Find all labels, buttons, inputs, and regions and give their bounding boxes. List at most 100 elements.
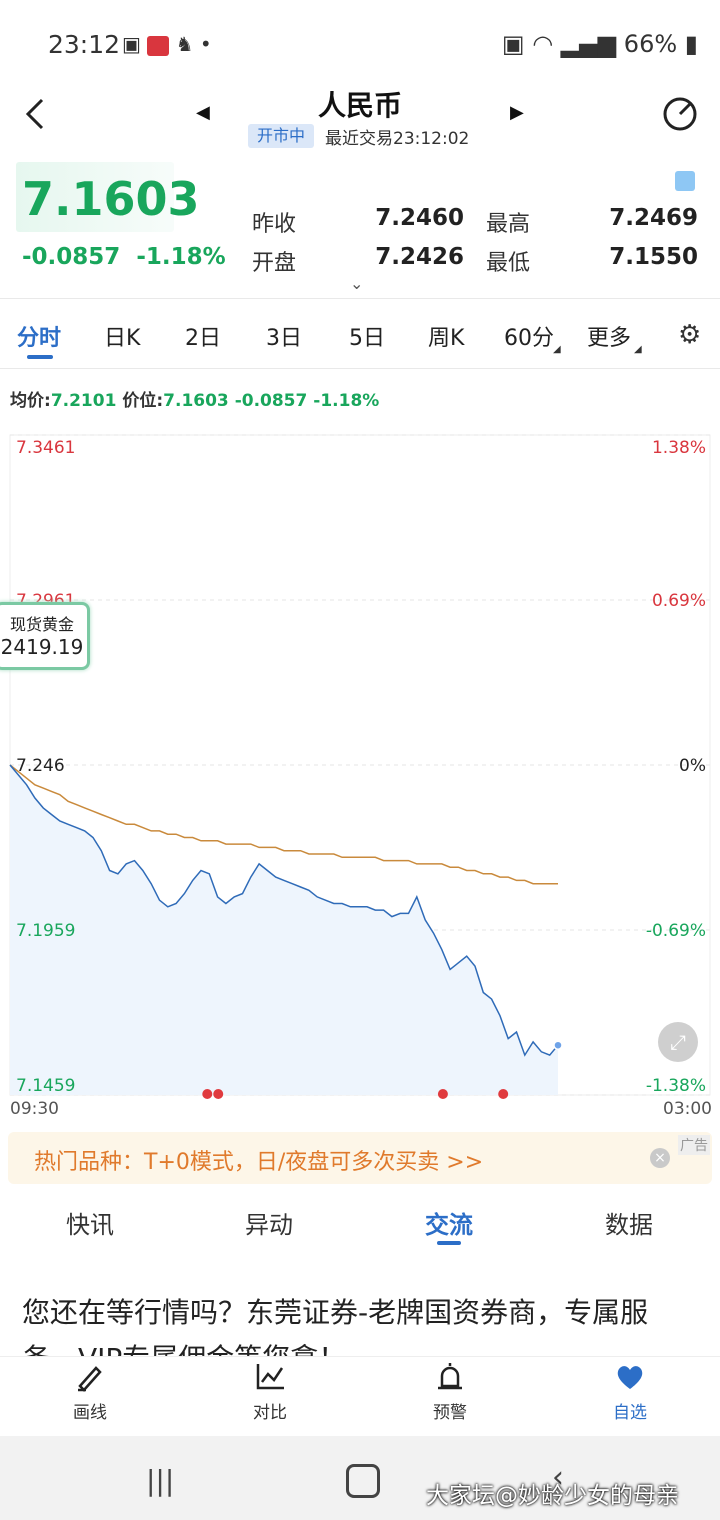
chart-mode-icon[interactable]	[675, 171, 695, 191]
gold-label: 现货黄金	[9, 615, 74, 634]
gold-widget[interactable]: 现货黄金 2419.19	[0, 602, 90, 670]
market-status-badge: 开市中	[248, 124, 314, 148]
price-label: 价位:	[122, 391, 164, 411]
prev-close-value: 7.2460	[375, 205, 464, 231]
pct-tick-label: -0.69%	[646, 921, 706, 941]
toolbar-label: 对比	[253, 1403, 287, 1423]
price-tick-label: 7.1959	[16, 921, 75, 941]
high-label: 最高	[486, 212, 531, 237]
status-bar: 23:12 ▣ ♞ • ▣ ◠ ▂▄▆ 66% ▮	[0, 0, 720, 92]
change-percent: -1.18%	[136, 244, 226, 270]
compare-chart-icon	[256, 1364, 284, 1390]
tab-2day[interactable]: 2日	[185, 326, 221, 351]
price-tick-label: 7.246	[16, 756, 65, 776]
event-marker	[498, 1089, 509, 1099]
pct-tick-label: 1.38%	[652, 438, 706, 458]
tab-60min[interactable]: 60分	[504, 326, 554, 351]
intraday-chart[interactable]: 7.3461 1.38%7.2961 0.69%7.246 0%7.1959 -0.69…	[0, 420, 720, 1120]
price-change: -0.0857 -1.18%	[22, 244, 226, 270]
price-value: 7.1603	[163, 391, 229, 411]
dot-icon: •	[199, 32, 212, 56]
price-tick-label: 7.3461	[16, 438, 75, 458]
status-right: ▣ ◠ ▂▄▆ 66% ▮	[502, 30, 698, 58]
last-price-dot	[553, 1040, 563, 1050]
alarm-icon	[438, 1363, 462, 1390]
change-value: -0.0857	[22, 244, 121, 270]
avg-label: 均价:	[10, 391, 51, 411]
app-icon	[147, 35, 170, 56]
pen-icon	[78, 1366, 102, 1392]
battery-saver-icon: ▣	[501, 30, 525, 58]
tab-news[interactable]: 快讯	[66, 1211, 114, 1239]
toolbar-label: 画线	[73, 1403, 107, 1423]
compare-button[interactable]: 对比	[230, 1362, 310, 1423]
pct-tick-label: 0.69%	[652, 591, 706, 611]
tab-movement[interactable]: 异动	[245, 1211, 293, 1239]
heart-icon	[617, 1366, 643, 1389]
gold-value: 2419.19	[0, 635, 84, 659]
low-value: 7.1550	[609, 244, 698, 270]
prev-close-label: 昨收	[252, 212, 297, 237]
current-price: 7.1603	[22, 172, 200, 226]
home-icon[interactable]	[346, 1464, 380, 1498]
status-time: 23:12	[48, 30, 121, 59]
price-highlight	[16, 162, 174, 232]
pct-tick-label: 0%	[679, 756, 706, 776]
back-icon[interactable]	[22, 96, 52, 132]
high-value: 7.2469	[609, 205, 698, 231]
favorite-button[interactable]: 自选	[590, 1362, 670, 1423]
ad-banner[interactable]	[8, 1132, 712, 1184]
time-start-label: 09:30	[10, 1099, 59, 1119]
tab-fenshi[interactable]: 分时	[17, 326, 62, 351]
settings-icon[interactable]: ⚙	[678, 320, 702, 350]
tab-data[interactable]: 数据	[605, 1211, 653, 1239]
expand-chevron-icon[interactable]: ⌄	[350, 274, 364, 293]
battery-icon: ▮	[684, 30, 698, 58]
prev-instrument-icon[interactable]: ◀	[196, 102, 210, 123]
open-value: 7.2426	[375, 244, 464, 270]
watermark: 大家坛@妙龄少女的母亲	[426, 1483, 679, 1509]
last-trade-time: 最近交易23:12:02	[325, 129, 470, 149]
event-marker	[213, 1089, 224, 1099]
tab-daily-k[interactable]: 日K	[104, 326, 141, 351]
battery-percent: 66%	[623, 30, 678, 58]
back-nav-icon[interactable]: ‹	[552, 1460, 564, 1495]
notification-icons: ▣ ♞ •	[122, 32, 212, 56]
fullscreen-icon[interactable]: ⤢	[658, 1022, 698, 1062]
pct-tick-label: -1.38%	[646, 1076, 706, 1096]
avg-bar-change-pct: -1.18%	[313, 391, 380, 411]
page-title: 人民币	[317, 89, 402, 122]
price-line	[9, 764, 559, 1057]
draw-line-button[interactable]: 画线	[50, 1362, 130, 1423]
signal-icon: ▂▄▆	[560, 30, 617, 58]
tab-discussion[interactable]: 交流	[425, 1211, 473, 1239]
ad-tag: 广告	[678, 1135, 710, 1155]
dropdown-icon: ◢	[553, 344, 561, 355]
bell-icon: ♞	[175, 32, 194, 56]
ad-text[interactable]: 热门品种：T+0模式，日/夜盘可多次买卖 >>	[34, 1150, 484, 1175]
price-area	[10, 765, 558, 1095]
tab-3day[interactable]: 3日	[266, 326, 302, 351]
event-marker	[437, 1089, 448, 1099]
system-nav-bar	[0, 1436, 720, 1520]
close-icon[interactable]: ×	[650, 1148, 670, 1168]
refresh-icon[interactable]	[662, 96, 698, 132]
avg-price-line	[9, 764, 558, 885]
alert-button[interactable]: 预警	[410, 1362, 490, 1423]
image-icon: ▣	[122, 32, 141, 56]
toolbar-label: 自选	[613, 1403, 647, 1423]
avg-value: 7.2101	[50, 391, 117, 411]
avg-price-bar: 均价:7.2101 价位:7.1603 -0.0857 -1.18%	[10, 386, 379, 411]
divider	[0, 298, 720, 299]
promo-post[interactable]: 您还在等行情吗？东莞证券-老牌国资券商，专属服务，VIP专属佣金等您拿！	[22, 1296, 649, 1356]
recent-apps-icon[interactable]: |||	[146, 1464, 175, 1497]
tab-5day[interactable]: 5日	[349, 326, 385, 351]
tab-more[interactable]: 更多	[587, 326, 632, 351]
price-tick-label: 7.1459	[16, 1076, 75, 1096]
tab-indicator	[27, 355, 53, 359]
wifi-icon: ◠	[532, 30, 554, 58]
low-label: 最低	[486, 251, 531, 276]
next-instrument-icon[interactable]: ▶	[510, 102, 524, 123]
avg-bar-change: -0.0857	[234, 391, 308, 411]
tab-weekly-k[interactable]: 周K	[428, 326, 465, 351]
